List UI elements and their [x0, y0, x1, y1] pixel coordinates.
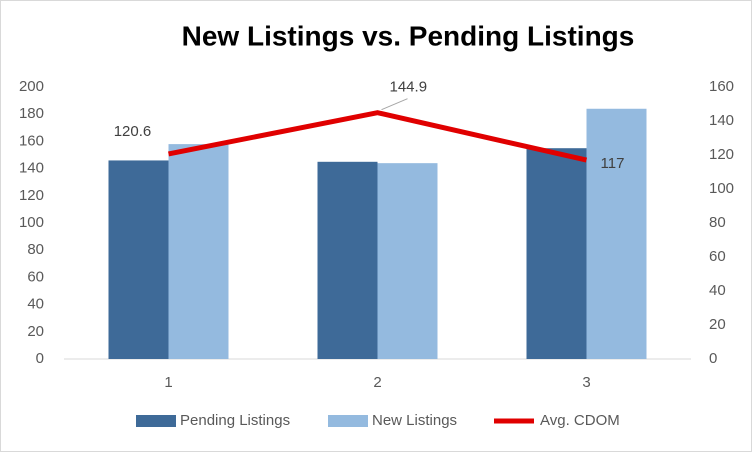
- y-tick-label: 40: [27, 296, 44, 313]
- bar: [168, 144, 229, 359]
- legend-label: New Listings: [372, 412, 457, 429]
- y-tick-label: 100: [19, 214, 44, 231]
- y2-tick-label: 80: [709, 214, 726, 231]
- bar: [317, 161, 378, 359]
- legend-swatch: [136, 415, 176, 427]
- legend-label: Avg. CDOM: [540, 412, 620, 429]
- y-tick-label: 80: [27, 241, 44, 258]
- x-tick-label: 2: [373, 374, 381, 391]
- bar: [377, 163, 438, 359]
- y-tick-label: 120: [19, 187, 44, 204]
- y2-tick-label: 20: [709, 316, 726, 333]
- y-tick-label: 20: [27, 323, 44, 340]
- y2-tick-label: 160: [709, 78, 734, 95]
- y2-tick-label: 40: [709, 282, 726, 299]
- data-label: 144.9: [390, 79, 428, 96]
- chart-title: New Listings vs. Pending Listings: [182, 20, 635, 51]
- y2-tick-label: 100: [709, 180, 734, 197]
- y2-tick-label: 0: [709, 350, 717, 367]
- leader-line: [381, 98, 408, 111]
- data-label: 117: [601, 155, 625, 172]
- x-tick-label: 3: [582, 374, 590, 391]
- bar: [108, 160, 169, 359]
- y2-tick-label: 140: [709, 112, 734, 129]
- y-tick-label: 140: [19, 160, 44, 177]
- legend-swatch: [328, 415, 368, 427]
- bar: [586, 108, 647, 359]
- y-tick-label: 180: [19, 105, 44, 122]
- y-tick-label: 160: [19, 132, 44, 149]
- legend-label: Pending Listings: [180, 412, 290, 429]
- x-tick-label: 1: [164, 374, 172, 391]
- bar: [526, 148, 587, 359]
- data-label: 120.6: [114, 123, 152, 140]
- y-tick-label: 0: [36, 350, 44, 367]
- y-tick-label: 200: [19, 78, 44, 95]
- y2-tick-label: 60: [709, 248, 726, 265]
- y2-tick-label: 120: [709, 146, 734, 163]
- line-series: [168, 110, 588, 163]
- y-tick-label: 60: [27, 268, 44, 285]
